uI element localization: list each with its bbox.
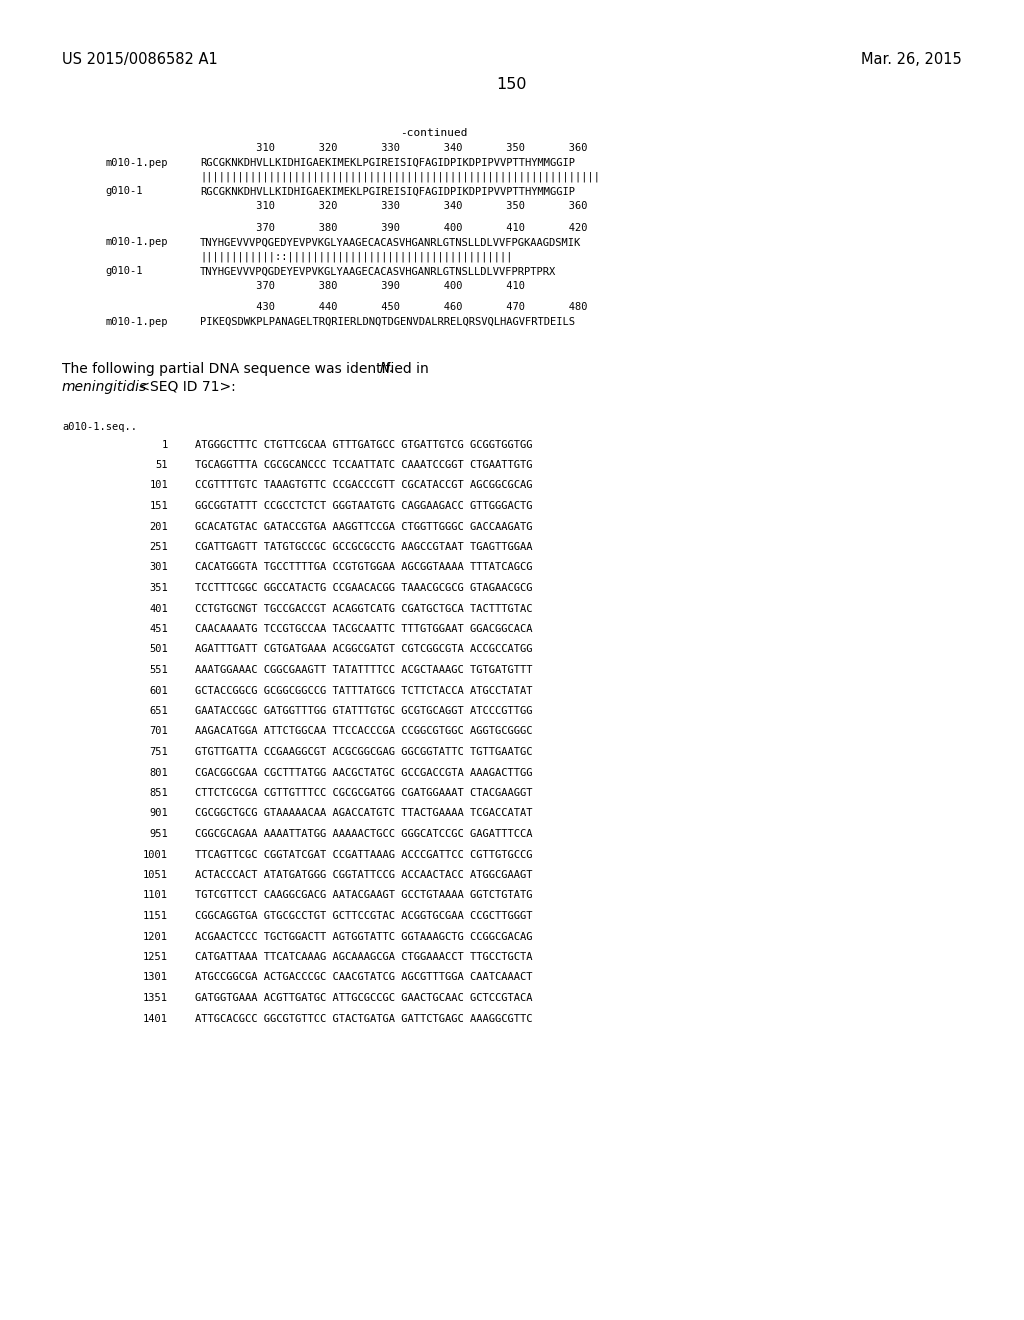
Text: CGGCGCAGAA AAAATTATGG AAAAACTGCC GGGCATCCGC GAGATTTCCA: CGGCGCAGAA AAAATTATGG AAAAACTGCC GGGCATC…	[195, 829, 532, 840]
Text: GATGGTGAAA ACGTTGATGC ATTGCGCCGC GAACTGCAAC GCTCCGTACA: GATGGTGAAA ACGTTGATGC ATTGCGCCGC GAACTGC…	[195, 993, 532, 1003]
Text: g010-1: g010-1	[105, 267, 142, 276]
Text: ATGCCGGCGA ACTGACCCGC CAACGTATCG AGCGTTTGGA CAATCAAACT: ATGCCGGCGA ACTGACCCGC CAACGTATCG AGCGTTT…	[195, 973, 532, 982]
Text: 1101: 1101	[143, 891, 168, 900]
Text: ||||||||||||::||||||||||||||||||||||||||||||||||||: ||||||||||||::||||||||||||||||||||||||||…	[200, 252, 512, 263]
Text: ||||||||||||||||||||||||||||||||||||||||||||||||||||||||||||||||: ||||||||||||||||||||||||||||||||||||||||…	[200, 172, 600, 182]
Text: 901: 901	[150, 808, 168, 818]
Text: 101: 101	[150, 480, 168, 491]
Text: 151: 151	[150, 502, 168, 511]
Text: RGCGKNKDHVLLKIDHIGAEKIMEKLPGIREISIQFAGIDPIKDPIPVVPTTHYMMGGIP: RGCGKNKDHVLLKIDHIGAEKIMEKLPGIREISIQFAGID…	[200, 157, 575, 168]
Text: 801: 801	[150, 767, 168, 777]
Text: 370       380       390       400       410       420: 370 380 390 400 410 420	[200, 223, 588, 232]
Text: 501: 501	[150, 644, 168, 655]
Text: TTCAGTTCGC CGGTATCGAT CCGATTAAAG ACCCGATTCC CGTTGTGCCG: TTCAGTTCGC CGGTATCGAT CCGATTAAAG ACCCGAT…	[195, 850, 532, 859]
Text: The following partial DNA sequence was identified in: The following partial DNA sequence was i…	[62, 362, 433, 375]
Text: 551: 551	[150, 665, 168, 675]
Text: 1051: 1051	[143, 870, 168, 880]
Text: m010-1.pep: m010-1.pep	[105, 317, 168, 327]
Text: PIKEQSDWKPLPANAGELTRQRIERLDNQTDGENVDALRRELQRSVQLHAGVFRTDEILS: PIKEQSDWKPLPANAGELTRQRIERLDNQTDGENVDALRR…	[200, 317, 575, 327]
Text: N.: N.	[380, 362, 394, 375]
Text: 651: 651	[150, 706, 168, 715]
Text: meningitidis: meningitidis	[62, 380, 147, 393]
Text: 601: 601	[150, 685, 168, 696]
Text: Mar. 26, 2015: Mar. 26, 2015	[861, 51, 962, 67]
Text: CGACGGCGAA CGCTTTATGG AACGCTATGC GCCGACCGTA AAAGACTTGG: CGACGGCGAA CGCTTTATGG AACGCTATGC GCCGACC…	[195, 767, 532, 777]
Text: 851: 851	[150, 788, 168, 799]
Text: 310       320       330       340       350       360: 310 320 330 340 350 360	[200, 201, 588, 211]
Text: CACATGGGTA TGCCTTTTGA CCGTGTGGAA AGCGGTAAAA TTTATCAGCG: CACATGGGTA TGCCTTTTGA CCGTGTGGAA AGCGGTA…	[195, 562, 532, 573]
Text: m010-1.pep: m010-1.pep	[105, 157, 168, 168]
Text: 430       440       450       460       470       480: 430 440 450 460 470 480	[200, 302, 588, 313]
Text: CGATTGAGTT TATGTGCCGC GCCGCGCCTG AAGCCGTAAT TGAGTTGGAA: CGATTGAGTT TATGTGCCGC GCCGCGCCTG AAGCCGT…	[195, 543, 532, 552]
Text: 1301: 1301	[143, 973, 168, 982]
Text: TGTCGTTCCT CAAGGCGACG AATACGAAGT GCCTGTAAAA GGTCTGTATG: TGTCGTTCCT CAAGGCGACG AATACGAAGT GCCTGTA…	[195, 891, 532, 900]
Text: g010-1: g010-1	[105, 186, 142, 197]
Text: 201: 201	[150, 521, 168, 532]
Text: CGCGGCTGCG GTAAAAACAA AGACCATGTC TTACTGAAAA TCGACCATAT: CGCGGCTGCG GTAAAAACAA AGACCATGTC TTACTGA…	[195, 808, 532, 818]
Text: a010-1.seq..: a010-1.seq..	[62, 421, 137, 432]
Text: 401: 401	[150, 603, 168, 614]
Text: 1201: 1201	[143, 932, 168, 941]
Text: 451: 451	[150, 624, 168, 634]
Text: US 2015/0086582 A1: US 2015/0086582 A1	[62, 51, 218, 67]
Text: GCTACCGGCG GCGGCGGCCG TATTTATGCG TCTTCTACCA ATGCCTATAT: GCTACCGGCG GCGGCGGCCG TATTTATGCG TCTTCTA…	[195, 685, 532, 696]
Text: AGATTTGATT CGTGATGAAA ACGGCGATGT CGTCGGCGTA ACCGCCATGG: AGATTTGATT CGTGATGAAA ACGGCGATGT CGTCGGC…	[195, 644, 532, 655]
Text: CCTGTGCNGT TGCCGACCGT ACAGGTCATG CGATGCTGCA TACTTTGTAC: CCTGTGCNGT TGCCGACCGT ACAGGTCATG CGATGCT…	[195, 603, 532, 614]
Text: TCCTTTCGGC GGCCATACTG CCGAACACGG TAAACGCGCG GTAGAACGCG: TCCTTTCGGC GGCCATACTG CCGAACACGG TAAACGC…	[195, 583, 532, 593]
Text: GGCGGTATTT CCGCCTCTCT GGGTAATGTG CAGGAAGACC GTTGGGACTG: GGCGGTATTT CCGCCTCTCT GGGTAATGTG CAGGAAG…	[195, 502, 532, 511]
Text: RGCGKNKDHVLLKIDHIGAEKIMEKLPGIREISIQFAGIDPIKDPIPVVPTTHYMMGGIP: RGCGKNKDHVLLKIDHIGAEKIMEKLPGIREISIQFAGID…	[200, 186, 575, 197]
Text: CAACAAAATG TCCGTGCCAA TACGCAATTC TTTGTGGAAT GGACGGCACA: CAACAAAATG TCCGTGCCAA TACGCAATTC TTTGTGG…	[195, 624, 532, 634]
Text: 751: 751	[150, 747, 168, 756]
Text: 1151: 1151	[143, 911, 168, 921]
Text: 951: 951	[150, 829, 168, 840]
Text: 150: 150	[497, 77, 527, 92]
Text: <SEQ ID 71>:: <SEQ ID 71>:	[134, 380, 236, 393]
Text: 701: 701	[150, 726, 168, 737]
Text: CGGCAGGTGA GTGCGCCTGT GCTTCCGTAC ACGGTGCGAA CCGCTTGGGT: CGGCAGGTGA GTGCGCCTGT GCTTCCGTAC ACGGTGC…	[195, 911, 532, 921]
Text: ACGAACTCCC TGCTGGACTT AGTGGTATTC GGTAAAGCTG CCGGCGACAG: ACGAACTCCC TGCTGGACTT AGTGGTATTC GGTAAAG…	[195, 932, 532, 941]
Text: TGCAGGTTTA CGCGCANCCC TCCAATTATC CAAATCCGGT CTGAATTGTG: TGCAGGTTTA CGCGCANCCC TCCAATTATC CAAATCC…	[195, 459, 532, 470]
Text: ATGGGCTTTC CTGTTCGCAA GTTTGATGCC GTGATTGTCG GCGGTGGTGG: ATGGGCTTTC CTGTTCGCAA GTTTGATGCC GTGATTG…	[195, 440, 532, 450]
Text: TNYHGEVVVPQGEDYEVPVKGLYAAGECACASVHGANRLGTNSLLDLVVFPGKAAGDSMIK: TNYHGEVVVPQGEDYEVPVKGLYAAGECACASVHGANRLG…	[200, 238, 582, 247]
Text: GCACATGTAC GATACCGTGA AAGGTTCCGA CTGGTTGGGC GACCAAGATG: GCACATGTAC GATACCGTGA AAGGTTCCGA CTGGTTG…	[195, 521, 532, 532]
Text: 251: 251	[150, 543, 168, 552]
Text: m010-1.pep: m010-1.pep	[105, 238, 168, 247]
Text: ACTACCCACT ATATGATGGG CGGTATTCCG ACCAACTACC ATGGCGAAGT: ACTACCCACT ATATGATGGG CGGTATTCCG ACCAACT…	[195, 870, 532, 880]
Text: ATTGCACGCC GGCGTGTTCC GTACTGATGA GATTCTGAGC AAAGGCGTTC: ATTGCACGCC GGCGTGTTCC GTACTGATGA GATTCTG…	[195, 1014, 532, 1023]
Text: 370       380       390       400       410: 370 380 390 400 410	[200, 281, 525, 290]
Text: GTGTTGATTA CCGAAGGCGT ACGCGGCGAG GGCGGTATTC TGTTGAATGC: GTGTTGATTA CCGAAGGCGT ACGCGGCGAG GGCGGTA…	[195, 747, 532, 756]
Text: 310       320       330       340       350       360: 310 320 330 340 350 360	[200, 143, 588, 153]
Text: 1: 1	[162, 440, 168, 450]
Text: 1001: 1001	[143, 850, 168, 859]
Text: TNYHGEVVVPQGDEYEVPVKGLYAAGECACASVHGANRLGTNSLLDLVVFPRPTPRX: TNYHGEVVVPQGDEYEVPVKGLYAAGECACASVHGANRLG…	[200, 267, 556, 276]
Text: GAATACCGGC GATGGTTTGG GTATTTGTGC GCGTGCAGGT ATCCCGTTGG: GAATACCGGC GATGGTTTGG GTATTTGTGC GCGTGCA…	[195, 706, 532, 715]
Text: CTTCTCGCGA CGTTGTTTCC CGCGCGATGG CGATGGAAAT CTACGAAGGT: CTTCTCGCGA CGTTGTTTCC CGCGCGATGG CGATGGA…	[195, 788, 532, 799]
Text: AAATGGAAAC CGGCGAAGTT TATATTTTCC ACGCTAAAGC TGTGATGTTT: AAATGGAAAC CGGCGAAGTT TATATTTTCC ACGCTAA…	[195, 665, 532, 675]
Text: 1351: 1351	[143, 993, 168, 1003]
Text: 351: 351	[150, 583, 168, 593]
Text: 1401: 1401	[143, 1014, 168, 1023]
Text: CCGTTTTGTC TAAAGTGTTC CCGACCCGTT CGCATACCGT AGCGGCGCAG: CCGTTTTGTC TAAAGTGTTC CCGACCCGTT CGCATAC…	[195, 480, 532, 491]
Text: 51: 51	[156, 459, 168, 470]
Text: CATGATTAAA TTCATCAAAG AGCAAAGCGA CTGGAAACCT TTGCCTGCTA: CATGATTAAA TTCATCAAAG AGCAAAGCGA CTGGAAA…	[195, 952, 532, 962]
Text: 1251: 1251	[143, 952, 168, 962]
Text: 301: 301	[150, 562, 168, 573]
Text: -continued: -continued	[400, 128, 468, 139]
Text: AAGACATGGA ATTCTGGCAA TTCCACCCGA CCGGCGTGGC AGGTGCGGGC: AAGACATGGA ATTCTGGCAA TTCCACCCGA CCGGCGT…	[195, 726, 532, 737]
